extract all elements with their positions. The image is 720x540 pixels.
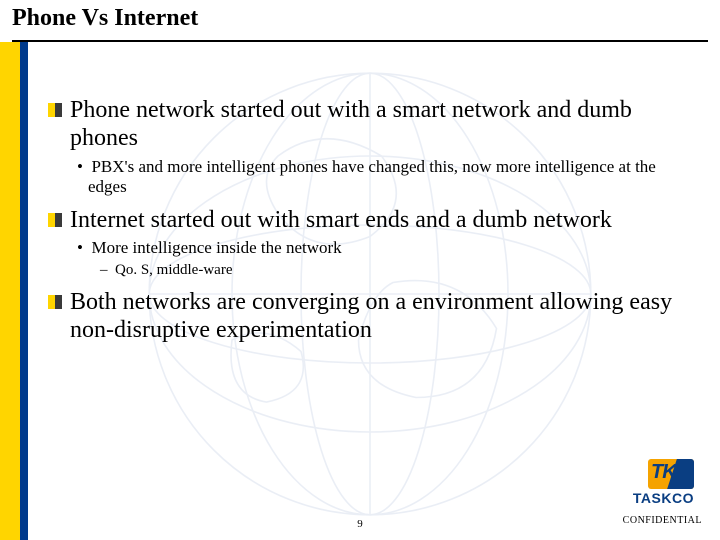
slide-body: Phone network started out with a smart n… <box>48 96 688 349</box>
page-number: 9 <box>357 518 363 530</box>
brand-logo: TK TASKCO <box>633 459 694 506</box>
bullet-l3: Qo. S, middle-ware <box>48 261 688 280</box>
logo-mark-icon: TK <box>648 459 694 489</box>
logo-mark-text: TK <box>651 461 676 484</box>
bullet-text: More intelligence inside the network <box>91 238 341 257</box>
title-underline <box>12 40 708 42</box>
bullet-text: Qo. S, middle-ware <box>115 262 232 278</box>
sidebar-blue-stripe <box>20 42 28 540</box>
bullet-text: Internet started out with smart ends and… <box>70 207 612 233</box>
bullet-l2: More intelligence inside the network <box>48 238 688 259</box>
bullet-l1: Internet started out with smart ends and… <box>48 206 688 234</box>
logo-brand-name: TASKCO <box>633 490 694 506</box>
bullet-l1: Phone network started out with a smart n… <box>48 96 688 153</box>
bullet-l1: Both networks are converging on a enviro… <box>48 288 688 345</box>
bullet-text: Both networks are converging on a enviro… <box>70 289 672 343</box>
confidential-label: CONFIDENTIAL <box>623 515 702 526</box>
square-bullet-icon <box>48 295 62 309</box>
sidebar-yellow-stripe <box>0 42 20 540</box>
slide-title-row: Phone Vs Internet <box>12 4 708 33</box>
square-bullet-icon <box>48 213 62 227</box>
bullet-text: PBX's and more intelligent phones have c… <box>88 157 656 197</box>
bullet-text: Phone network started out with a smart n… <box>70 97 632 151</box>
bullet-l2: PBX's and more intelligent phones have c… <box>48 157 688 198</box>
slide-title: Phone Vs Internet <box>12 5 198 31</box>
square-bullet-icon <box>48 103 62 117</box>
